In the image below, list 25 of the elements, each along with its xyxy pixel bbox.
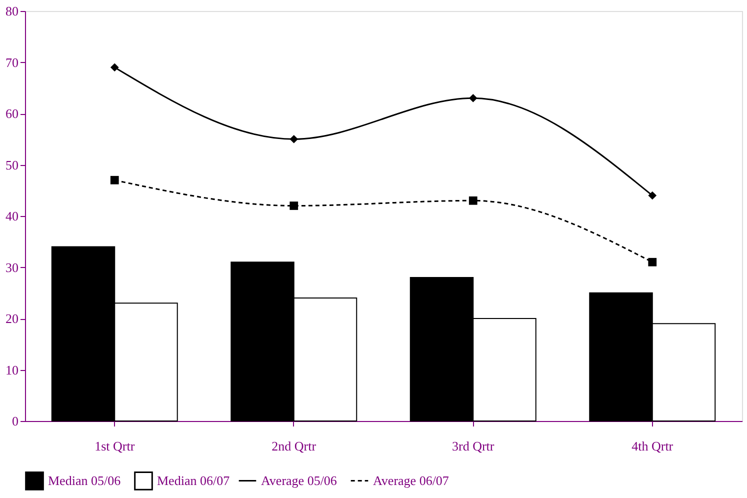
x-tick-label: 1st Qrtr: [94, 438, 136, 454]
y-tick-label: 70: [6, 54, 18, 70]
y-tick-label: 50: [6, 157, 18, 172]
legend-label: Average 06/07: [373, 472, 450, 488]
point: [290, 134, 298, 144]
y-tick-label: 30: [6, 260, 18, 275]
y-tick-label: 40: [6, 208, 18, 224]
y-tick-label: 60: [6, 106, 18, 121]
y-tick-label: 20: [6, 311, 18, 326]
point: [468, 196, 478, 205]
legend-label: Median 05/06: [48, 472, 122, 488]
point: [110, 176, 119, 184]
legend-label: Average 05/06: [261, 472, 338, 488]
point: [648, 191, 657, 200]
y-tick-label: 0: [12, 414, 18, 428]
point: [290, 202, 298, 210]
x-tick-label: 3rd Qrtr: [452, 438, 495, 454]
point: [468, 94, 478, 102]
x-tick-label: 2nd Qrtr: [272, 438, 317, 454]
y-tick-label: 80: [6, 4, 18, 18]
legend-label: Median 06/07: [157, 472, 230, 488]
y-tick-label: 10: [6, 362, 18, 378]
point: [648, 258, 657, 266]
point: [110, 63, 119, 72]
x-tick-label: 4th Qrtr: [632, 438, 674, 454]
